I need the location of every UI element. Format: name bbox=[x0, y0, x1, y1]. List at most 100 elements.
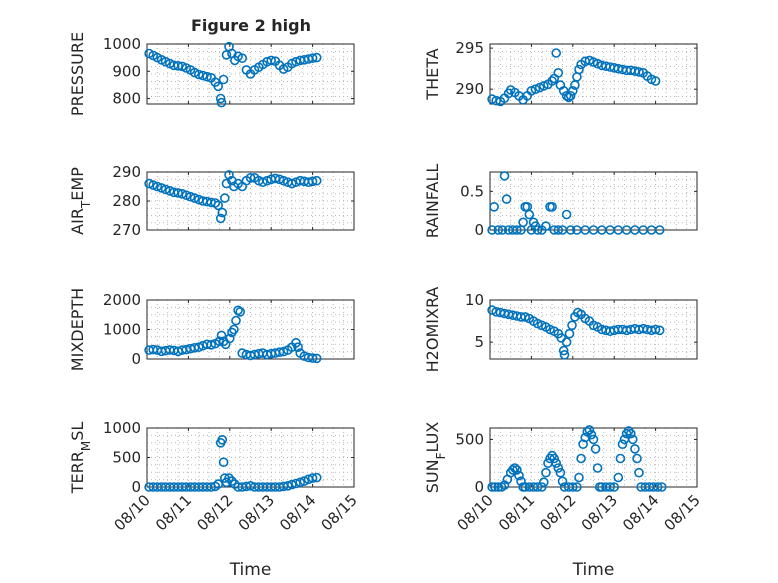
data-point bbox=[576, 453, 586, 464]
x-tick-label: 08/14 bbox=[619, 491, 662, 534]
y-tick-label: 500 bbox=[112, 449, 141, 467]
axes-box-pressure bbox=[146, 43, 355, 105]
data-point bbox=[311, 175, 322, 186]
data-point bbox=[650, 324, 661, 335]
axes-box-rainfall bbox=[489, 171, 698, 231]
data-point bbox=[216, 330, 227, 341]
data-point bbox=[524, 209, 535, 220]
data-point bbox=[233, 305, 243, 316]
y-tick-label: 290 bbox=[112, 163, 141, 181]
data-point bbox=[590, 444, 601, 454]
data-point bbox=[586, 429, 597, 440]
y-axis-label-mixdepth: MIXDEPTH bbox=[68, 288, 87, 371]
data-point bbox=[177, 189, 187, 199]
data-point bbox=[206, 339, 216, 350]
data-point bbox=[194, 342, 204, 353]
data-point bbox=[567, 320, 577, 331]
data-point bbox=[487, 225, 497, 235]
subplot-sun-flux: 0500SUNFLUX08/1008/1108/1208/1308/1408/1… bbox=[423, 422, 704, 580]
y-axis-label-part: EMP bbox=[68, 167, 87, 201]
x-tick-label: 08/10 bbox=[454, 491, 497, 534]
data-point bbox=[541, 221, 551, 231]
data-point bbox=[311, 472, 322, 483]
data-point bbox=[632, 453, 642, 464]
data-point bbox=[224, 473, 234, 483]
data-point bbox=[561, 337, 572, 347]
data-point bbox=[217, 207, 228, 218]
x-tick-label: 08/15 bbox=[318, 491, 361, 534]
data-point bbox=[295, 477, 306, 488]
y-axis-label-part: LUX bbox=[423, 422, 442, 453]
data-point bbox=[625, 428, 636, 439]
data-point bbox=[148, 180, 158, 190]
data-point bbox=[213, 81, 223, 92]
grid-terr-msl bbox=[146, 427, 355, 488]
subplot-terr-msl: 0 500 1000 TERRMSL 08/1008/1108/1208/1308/14… bbox=[68, 419, 361, 580]
y-axis-label-terr-msl: TERRMSL bbox=[68, 422, 93, 495]
data-point bbox=[565, 91, 576, 101]
data-point bbox=[547, 76, 557, 86]
data-point bbox=[532, 225, 543, 235]
x-tick-label: 08/13 bbox=[235, 491, 278, 534]
data-point bbox=[518, 217, 528, 228]
data-point bbox=[221, 50, 232, 60]
data-point bbox=[215, 93, 226, 104]
data-point bbox=[487, 482, 497, 492]
data-point bbox=[565, 225, 576, 235]
data-point bbox=[287, 479, 297, 490]
data-point bbox=[237, 53, 247, 64]
data-point bbox=[202, 71, 212, 82]
data-point bbox=[229, 324, 239, 335]
data-point bbox=[491, 95, 502, 106]
y-tick-label: 0 bbox=[131, 478, 141, 496]
y-axis-label-air-temp: AIRTEMP bbox=[68, 167, 93, 235]
series-rainfall bbox=[487, 171, 665, 235]
data-point bbox=[553, 463, 564, 473]
data-point bbox=[217, 434, 228, 445]
y-axis-label-part: H2OMIXRA bbox=[423, 287, 442, 373]
data-point bbox=[270, 173, 281, 184]
series-h2omixra bbox=[487, 305, 665, 360]
data-point bbox=[181, 190, 192, 200]
y-tick-label: 500 bbox=[455, 430, 484, 448]
data-point bbox=[220, 193, 230, 203]
data-point bbox=[617, 439, 628, 450]
axes-box-h2omixra bbox=[489, 299, 698, 360]
data-point bbox=[512, 465, 522, 475]
data-point bbox=[213, 200, 223, 211]
data-point bbox=[654, 225, 665, 235]
data-point bbox=[291, 478, 301, 489]
y-tick-label: 900 bbox=[112, 62, 141, 80]
y-axis-label-sun-flux: SUNFLUX bbox=[423, 422, 448, 494]
x-axis-label: Time bbox=[572, 560, 615, 580]
data-point bbox=[218, 74, 229, 85]
data-point bbox=[567, 86, 578, 96]
data-point bbox=[561, 209, 572, 220]
data-point bbox=[216, 97, 227, 108]
data-point bbox=[493, 225, 504, 235]
series-pressure bbox=[144, 41, 322, 108]
y-tick-label: 2000 bbox=[103, 291, 141, 309]
data-point bbox=[650, 76, 661, 86]
axes-box-theta bbox=[489, 43, 698, 105]
data-point bbox=[656, 482, 667, 492]
data-point bbox=[613, 472, 624, 483]
data-point bbox=[307, 53, 318, 64]
y-tick-label: 0 bbox=[131, 350, 141, 368]
subplot-rainfall: 0 0.5 RAINFALL bbox=[423, 164, 698, 239]
subplot-h2omixra: 5 10 H2OMIXRA bbox=[423, 287, 698, 373]
data-point bbox=[558, 86, 569, 96]
y-axis-label-theta: THETA bbox=[423, 48, 442, 100]
data-point bbox=[156, 183, 167, 193]
data-point bbox=[559, 349, 570, 360]
data-point bbox=[557, 476, 568, 487]
data-point bbox=[551, 48, 562, 58]
data-point bbox=[507, 465, 518, 475]
x-tick-label: 08/11 bbox=[495, 491, 538, 534]
y-tick-label: 5 bbox=[474, 333, 484, 351]
data-point bbox=[225, 333, 235, 344]
data-point bbox=[235, 306, 245, 317]
data-point bbox=[227, 476, 237, 486]
y-axis-label-part: MIXDEPTH bbox=[68, 288, 87, 371]
data-point bbox=[634, 67, 644, 77]
